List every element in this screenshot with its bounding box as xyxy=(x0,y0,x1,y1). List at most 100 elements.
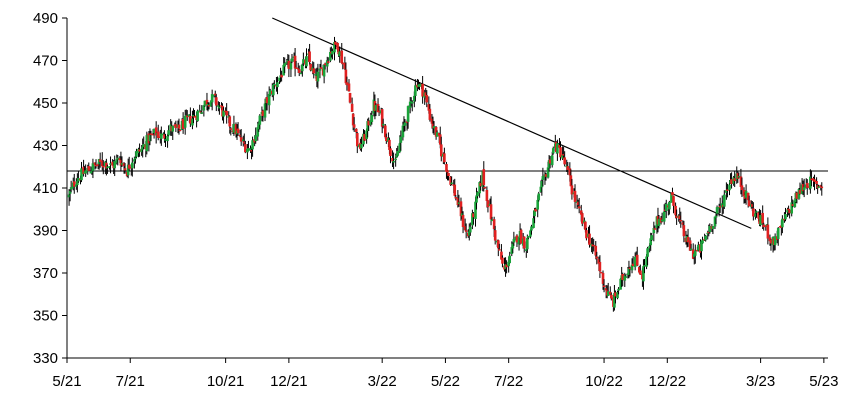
candle-up xyxy=(435,132,439,137)
candle-up xyxy=(744,190,748,198)
candle-up xyxy=(258,115,262,125)
candle-down xyxy=(631,263,635,267)
candle-up xyxy=(198,110,202,112)
candle-up xyxy=(68,190,72,194)
candle-up xyxy=(809,176,812,189)
candle-up xyxy=(398,143,402,152)
candle-down xyxy=(193,116,196,118)
candle-up xyxy=(556,143,559,154)
candle-up xyxy=(109,163,112,165)
candle-up xyxy=(366,121,369,132)
x-tick-label: 5/22 xyxy=(431,373,460,390)
candle-down xyxy=(653,228,657,230)
candle-down xyxy=(608,291,612,295)
candle-down xyxy=(522,236,526,249)
candle-up xyxy=(526,238,529,250)
candle-down xyxy=(819,185,823,187)
candle-up xyxy=(660,219,664,222)
candle-down xyxy=(424,92,428,97)
candle-down xyxy=(489,204,493,220)
candle-down xyxy=(376,103,380,113)
candle-up xyxy=(142,144,146,147)
candle-down xyxy=(766,224,770,239)
candle-up xyxy=(394,158,397,161)
candle-down xyxy=(568,168,572,176)
candle-down xyxy=(427,104,431,111)
candle-down xyxy=(584,221,587,230)
candle-up xyxy=(689,248,693,251)
candle-up xyxy=(278,77,281,82)
candle-up xyxy=(540,180,544,188)
candle-down xyxy=(733,178,736,182)
candle-down xyxy=(675,215,678,218)
candle-up xyxy=(116,157,120,160)
candle-down xyxy=(388,139,391,150)
candle-down xyxy=(425,95,429,103)
candle-up xyxy=(305,56,308,67)
candle-down xyxy=(459,201,463,217)
candle-up xyxy=(784,213,787,220)
candle-up xyxy=(273,83,276,86)
candle-down xyxy=(337,47,340,55)
candle-down xyxy=(579,210,583,215)
candle-up xyxy=(338,51,341,57)
candle-up xyxy=(642,266,645,282)
candle-down xyxy=(739,176,743,187)
candle-up xyxy=(469,226,472,233)
candle-up xyxy=(395,154,398,158)
candle-down xyxy=(213,93,217,96)
candle-up xyxy=(200,112,204,114)
candle-down xyxy=(309,63,312,71)
candle-down xyxy=(580,213,584,224)
candle-down xyxy=(515,235,519,243)
candle-up xyxy=(701,239,704,244)
candle-up xyxy=(630,264,634,271)
candle-down xyxy=(354,128,358,133)
candle-up xyxy=(254,135,257,142)
candle-up xyxy=(460,213,464,217)
candle-down xyxy=(747,200,751,207)
candle-down xyxy=(764,225,768,227)
candle-up xyxy=(108,166,111,168)
candle-down xyxy=(505,264,508,268)
candle-down xyxy=(671,192,674,196)
candle-down xyxy=(98,159,102,162)
candle-up xyxy=(152,128,156,134)
candle-down xyxy=(156,131,160,138)
candle-down xyxy=(492,219,496,230)
candle-down xyxy=(815,180,818,185)
candle-down xyxy=(594,245,598,256)
candles-layer xyxy=(67,36,824,312)
candle-down xyxy=(456,198,460,206)
candle-up xyxy=(737,176,741,178)
candle-down xyxy=(783,218,786,221)
candle-up xyxy=(113,161,116,169)
candle-down xyxy=(674,205,677,216)
candle-up xyxy=(232,123,236,133)
candle-down xyxy=(163,134,166,139)
candle-up xyxy=(624,276,628,278)
candle-down xyxy=(261,110,265,116)
candle-up xyxy=(533,210,536,217)
candle-down xyxy=(736,173,740,179)
candle-down xyxy=(445,163,448,172)
candle-down xyxy=(595,256,599,259)
x-tick-label: 7/21 xyxy=(116,373,145,390)
candle-down xyxy=(544,174,548,177)
candle-down xyxy=(453,184,457,196)
candle-down xyxy=(740,185,744,191)
candle-up xyxy=(145,135,149,152)
candle-down xyxy=(111,161,114,166)
candle-up xyxy=(403,122,407,126)
candle-up xyxy=(700,241,703,252)
candle-up xyxy=(432,126,436,129)
candle-up xyxy=(478,182,481,194)
candle-up xyxy=(627,268,631,275)
candle-down xyxy=(798,190,802,194)
candle-down xyxy=(791,204,795,206)
candle-up xyxy=(547,160,551,169)
candle-down xyxy=(367,120,371,126)
candle-down xyxy=(293,55,297,69)
candle-up xyxy=(790,202,794,214)
